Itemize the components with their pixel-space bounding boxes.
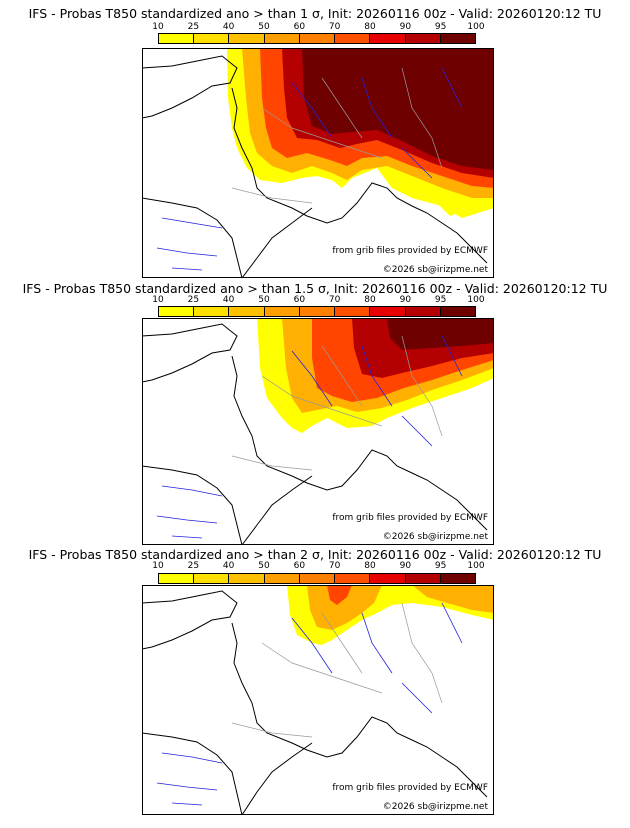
colorbar-swatch — [229, 307, 265, 316]
probability-map-3: from grib files provided by ECMWF ©2026 … — [142, 585, 494, 815]
colorbar-tick-label: 95 — [434, 295, 447, 305]
colorbar-swatch — [440, 574, 475, 583]
colorbar-tick-label: 60 — [293, 561, 306, 571]
colorbar-tick-label: 40 — [222, 295, 235, 305]
colorbar-swatch — [299, 574, 336, 583]
colorbar-tick-label: 10 — [152, 295, 164, 305]
colorbar-tick-label: 70 — [328, 561, 341, 571]
colorbar-swatch — [370, 34, 406, 43]
source-note-2: from grib files provided by ECMWF — [332, 513, 488, 523]
panel-title-1: IFS - Probas T850 standardized ano > tha… — [28, 6, 602, 21]
rivers — [156, 67, 463, 271]
colorbar-tick-label: 25 — [187, 22, 200, 32]
prob-area-corsica — [440, 196, 458, 216]
colorbar-tick-label: 40 — [222, 22, 235, 32]
colorbar-swatch — [335, 34, 371, 43]
colorbar-swatch — [229, 574, 265, 583]
colorbar-swatch — [229, 34, 265, 43]
colorbar-swatch — [159, 574, 195, 583]
colorbar-tick-label: 10 — [152, 561, 164, 571]
colorbar-tick-label: 80 — [364, 561, 376, 571]
colorbar-swatch — [299, 34, 336, 43]
prob-area-40b — [412, 585, 494, 613]
colorbar-swatch — [440, 307, 475, 316]
colorbar-tick-label: 70 — [328, 22, 341, 32]
colorbar-swatch — [405, 307, 441, 316]
map-panel-3: IFS - Probas T850 standardized ano > tha… — [0, 546, 630, 828]
colorbar-3 — [158, 573, 476, 584]
colorbar-2 — [158, 306, 476, 317]
copyright-3: ©2026 sb@irizpme.net — [382, 802, 488, 812]
probability-map-2: from grib files provided by ECMWF ©2026 … — [142, 318, 494, 545]
colorbar-ticks-2: 10 25 40 50 60 70 80 90 95 100 — [0, 294, 630, 306]
colorbar-tick-label: 10 — [152, 22, 164, 32]
rivers — [156, 602, 463, 806]
colorbar-swatch — [440, 34, 475, 43]
colorbar-swatch — [264, 34, 300, 43]
source-note-1: from grib files provided by ECMWF — [332, 246, 488, 256]
colorbar-swatch — [264, 574, 300, 583]
colorbar-tick-label: 25 — [187, 295, 200, 305]
coastline — [142, 323, 488, 545]
colorbar-swatch — [370, 574, 406, 583]
panel-title-3: IFS - Probas T850 standardized ano > tha… — [28, 547, 602, 562]
colorbar-tick-label: 60 — [293, 22, 306, 32]
colorbar-swatch — [264, 307, 300, 316]
colorbar-swatch — [159, 34, 195, 43]
colorbar-swatch — [335, 574, 371, 583]
colorbar-tick-label: 25 — [187, 561, 200, 571]
colorbar-swatch — [194, 34, 230, 43]
colorbar-tick-label: 80 — [364, 22, 376, 32]
colorbar-tick-label: 95 — [434, 561, 447, 571]
colorbar-tick-label: 90 — [399, 295, 412, 305]
source-note-3: from grib files provided by ECMWF — [332, 783, 488, 793]
colorbar-swatch — [299, 307, 336, 316]
colorbar-tick-label: 90 — [399, 561, 412, 571]
map-panel-1: IFS - Probas T850 standardized ano > tha… — [0, 0, 630, 278]
colorbar-ticks-1: 10 25 40 50 60 70 80 90 95 100 — [0, 21, 630, 33]
copyright-2: ©2026 sb@irizpme.net — [382, 532, 488, 542]
colorbar-1 — [158, 33, 476, 44]
map-panel-2: IFS - Probas T850 standardized ano > tha… — [0, 276, 630, 548]
colorbar-swatch — [370, 307, 406, 316]
colorbar-tick-label: 100 — [467, 561, 485, 571]
borders — [231, 67, 443, 204]
colorbar-tick-label: 100 — [467, 295, 485, 305]
colorbar-swatch — [194, 307, 230, 316]
rivers — [156, 335, 463, 539]
colorbar-swatch — [159, 307, 195, 316]
copyright-1: ©2026 sb@irizpme.net — [382, 265, 488, 275]
borders — [231, 602, 443, 738]
colorbar-tick-label: 50 — [258, 561, 270, 571]
colorbar-swatch — [405, 574, 441, 583]
colorbar-tick-label: 50 — [258, 22, 270, 32]
colorbar-ticks-3: 10 25 40 50 60 70 80 90 95 100 — [0, 560, 630, 572]
probability-map-1: from grib files provided by ECMWF ©2026 … — [142, 48, 494, 278]
coastline — [142, 590, 488, 815]
coastline — [142, 55, 488, 278]
colorbar-swatch — [405, 34, 441, 43]
colorbar-swatch — [194, 574, 230, 583]
panel-title-2: IFS - Probas T850 standardized ano > tha… — [22, 281, 608, 296]
prob-area-95 — [387, 318, 494, 350]
colorbar-tick-label: 90 — [399, 22, 412, 32]
colorbar-tick-label: 50 — [258, 295, 270, 305]
prob-area-70 — [327, 585, 352, 605]
borders — [231, 335, 443, 471]
colorbar-tick-label: 70 — [328, 295, 341, 305]
colorbar-tick-label: 100 — [467, 22, 485, 32]
colorbar-tick-label: 40 — [222, 561, 235, 571]
colorbar-tick-label: 95 — [434, 22, 447, 32]
prob-area-95 — [302, 48, 494, 170]
colorbar-tick-label: 80 — [364, 295, 376, 305]
colorbar-tick-label: 60 — [293, 295, 306, 305]
colorbar-swatch — [335, 307, 371, 316]
